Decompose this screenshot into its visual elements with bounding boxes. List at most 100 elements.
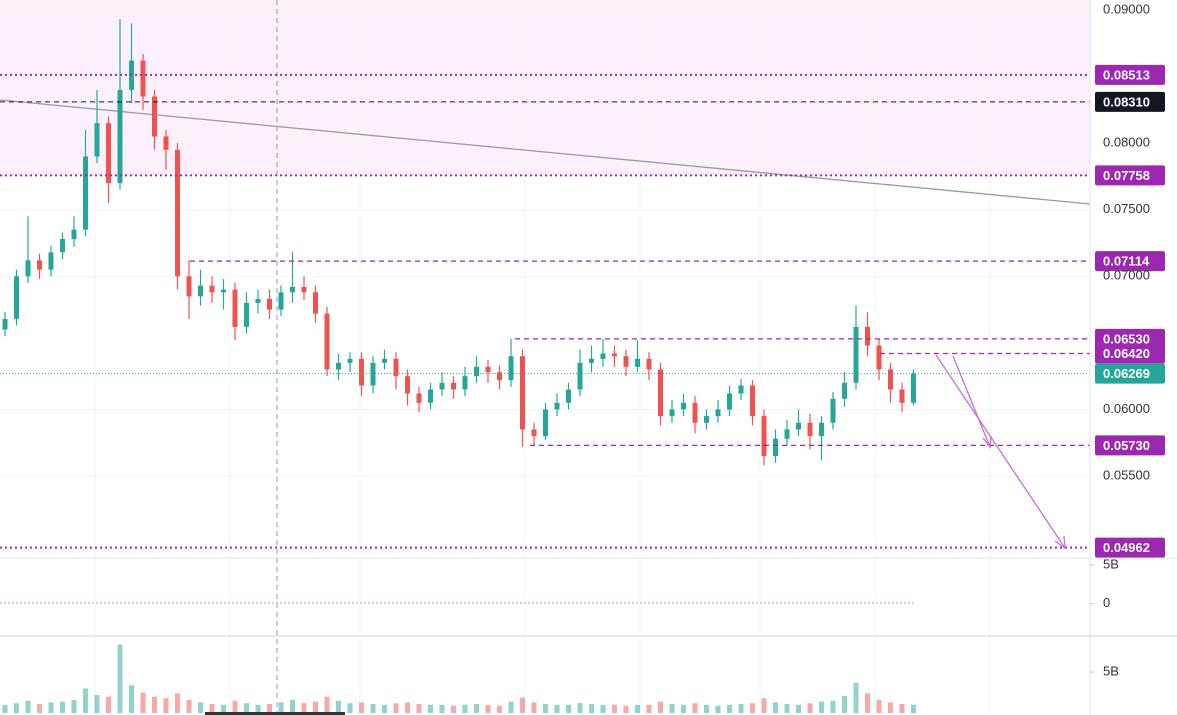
volume-bar [370, 704, 376, 713]
volume-bar [439, 704, 445, 713]
volume-bar [853, 682, 859, 713]
candle-body [106, 123, 111, 184]
candle-body [393, 358, 399, 377]
candle-body [428, 389, 433, 403]
volume-bar [566, 704, 571, 713]
candle-body [439, 382, 445, 390]
candle-body [888, 369, 893, 390]
volume-bar [508, 701, 514, 713]
candle-body [612, 353, 617, 357]
level-label: 0.07758 [1103, 168, 1150, 183]
volume-bar [428, 704, 433, 713]
level-label: 0.07114 [1103, 254, 1150, 269]
volume-bar [623, 705, 629, 713]
volume-bar [25, 700, 31, 713]
candle-body [911, 373, 916, 403]
candle-body [94, 123, 100, 157]
candle-body [232, 289, 238, 327]
candle-body [727, 393, 732, 410]
volume-bar [198, 702, 203, 713]
candle-body [370, 362, 376, 386]
volume-bar [554, 704, 560, 713]
level-label-box [1095, 435, 1165, 456]
candle-body [359, 358, 364, 386]
candle-body [807, 422, 813, 437]
volume-bar [738, 704, 744, 713]
arrow [935, 354, 1066, 549]
price-level: 0.06530 [515, 328, 1165, 349]
y-tick-label: 0.05500 [1103, 467, 1150, 482]
volume-bar [577, 703, 583, 713]
candle-body [692, 402, 698, 423]
candle-body [577, 362, 583, 390]
level-label-box [1095, 251, 1165, 272]
candle-body [474, 366, 479, 377]
volume-bar [60, 701, 65, 713]
candle-body [209, 285, 215, 293]
candle-body [186, 276, 192, 297]
y-tick-label: 0.09000 [1103, 1, 1150, 16]
candle-body [738, 385, 744, 394]
volume-bar [750, 703, 755, 713]
candle-body [520, 356, 525, 430]
candle-body [681, 402, 686, 410]
price-level: 0.07758 [0, 165, 1165, 186]
y-tick-label: 0.07500 [1103, 201, 1150, 216]
volume-bar [865, 693, 870, 713]
price-level: 0.06420 [880, 343, 1165, 364]
volume-bar [347, 703, 353, 713]
volume-bar [635, 704, 640, 713]
candle-body [313, 292, 318, 314]
level-label: 0.08513 [1103, 67, 1150, 82]
candle-body [14, 276, 19, 319]
volume-bar [152, 696, 157, 713]
candle-body [796, 422, 801, 430]
candle-body [37, 260, 42, 270]
candle-body [646, 358, 652, 370]
candle-body [600, 353, 606, 359]
candle-body [244, 302, 249, 327]
level-label-box [1095, 363, 1165, 384]
volume-bar [819, 701, 824, 713]
candle-body [140, 60, 146, 97]
volume-bar [600, 704, 606, 713]
candle-body [635, 358, 640, 367]
volume-bar [462, 704, 468, 713]
candle-body [301, 286, 307, 293]
volume-bar [727, 704, 732, 713]
y-tick-label: 0.07000 [1103, 268, 1150, 283]
candle-body [267, 298, 272, 310]
resistance-zone [0, 0, 1090, 176]
candle-body [485, 366, 491, 373]
volume-bar [129, 685, 134, 713]
volume-bar [301, 703, 307, 713]
volume-bar [359, 702, 364, 713]
candle-body [221, 289, 226, 293]
volume-bar [71, 699, 77, 713]
volume-bar [451, 705, 456, 713]
volume-bar [255, 704, 261, 713]
candle-body [784, 429, 790, 439]
volume-bar [911, 704, 916, 713]
candle-body [382, 358, 387, 363]
volume-bar [692, 703, 698, 713]
volume-tick-label: 5B [1103, 664, 1119, 679]
volume-bar [163, 698, 169, 713]
candle-body [163, 136, 169, 150]
volume-bar [842, 695, 847, 713]
volume-bar [899, 704, 905, 713]
candle-body [899, 389, 905, 403]
y-tick-label: 0.08000 [1103, 135, 1150, 150]
price-level: 0.08513 [0, 64, 1165, 85]
candle-body [819, 422, 824, 437]
projection-arrows [935, 354, 1066, 550]
volume-bar [336, 700, 341, 713]
candle-body [543, 409, 548, 437]
volume-bar [106, 696, 111, 713]
price-level: 0.05730 [530, 435, 1165, 456]
volume-bar [393, 703, 399, 713]
volume-bar [244, 703, 249, 713]
price-level: 0.08310 [0, 91, 1165, 112]
candle-body [152, 96, 157, 137]
